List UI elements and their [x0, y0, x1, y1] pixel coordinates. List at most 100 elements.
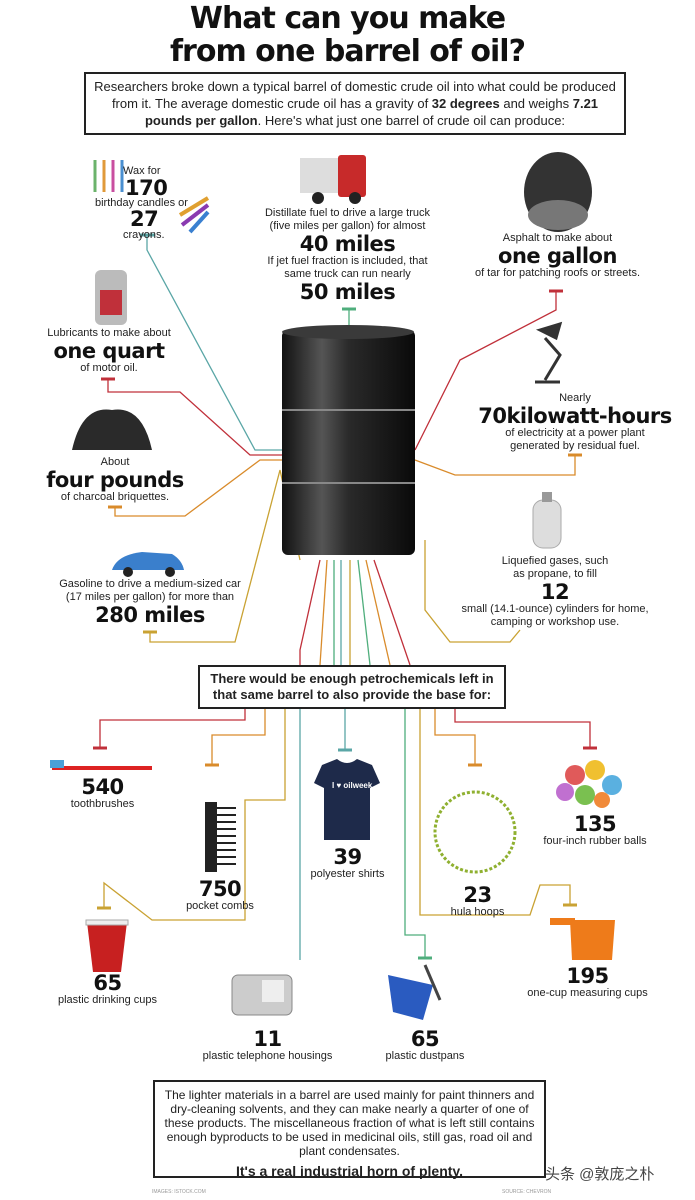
petro-telephones: 11 plastic telephone housings: [190, 1028, 345, 1063]
charcoal-icon: [72, 409, 152, 450]
line-charcoal: [114, 459, 285, 517]
line-asphalt: [414, 292, 557, 451]
credit-images: IMAGES: ISTOCK.COM: [152, 1189, 206, 1195]
electricity-amount: 70kilowatt-hours: [478, 404, 672, 428]
truck-miles: 40 miles: [299, 232, 396, 256]
propane-count: 12: [540, 580, 570, 604]
asphalt-use: of tar for patching roofs or streets.: [474, 267, 641, 279]
truck-jet-label: If jet fuel fraction is included, that s…: [267, 255, 428, 280]
line-cups: [103, 708, 286, 921]
petro-rubber-balls: 135 four-inch rubber balls: [530, 813, 660, 848]
label: plastic telephone housings: [202, 1050, 333, 1062]
measuring-cup-icon: [550, 918, 615, 960]
lubricant-amount: one quart: [53, 339, 165, 363]
line-dustpan: [404, 708, 426, 958]
lubricant-use: of motor oil.: [80, 362, 138, 374]
line-balls: [454, 708, 591, 748]
watermark: 头条 @敦庞之朴: [545, 1166, 655, 1183]
charcoal-label: About: [100, 456, 130, 468]
line-lubricant: [107, 380, 285, 456]
petro-combs: 750 pocket combs: [170, 878, 270, 913]
telephone-icon: [231, 974, 293, 1016]
truck-label: Distillate fuel to drive a large truck (…: [264, 207, 431, 232]
count: 65: [410, 1027, 440, 1051]
count: 135: [573, 812, 617, 836]
line-electricity: [414, 455, 576, 476]
count: 195: [566, 964, 609, 988]
title-line-2: from one barrel of oil?: [170, 34, 526, 69]
label: one-cup measuring cups: [527, 987, 648, 999]
propane-label: Liquefied gases, such as propane, to fil…: [501, 555, 609, 580]
footer-text: The lighter materials in a barrel are us…: [164, 1088, 535, 1158]
count: 23: [463, 883, 492, 907]
charcoal-block: About four pounds of charcoal briquettes…: [35, 456, 195, 504]
label: polyester shirts: [310, 868, 385, 880]
shirt-logo: I ♥ oilweek: [332, 781, 373, 790]
footer-box: The lighter materials in a barrel are us…: [153, 1080, 546, 1178]
gasoline-label: Gasoline to drive a medium-sized car (17…: [59, 578, 241, 603]
intro-box: Researchers broke down a typical barrel …: [84, 72, 626, 135]
page-title: What can you make from one barrel of oil…: [0, 2, 695, 68]
electricity-label: Nearly: [559, 392, 591, 404]
car-icon: [112, 552, 184, 577]
intro-text: . Here's what just one barrel of crude o…: [257, 113, 566, 128]
truck-icon: [300, 155, 366, 204]
electricity-block: Nearly 70kilowatt-hours of electricity a…: [470, 392, 680, 453]
petrochemicals-box: There would be enough petrochemicals lef…: [198, 665, 506, 709]
count: 540: [81, 775, 124, 799]
asphalt-label: Asphalt to make about: [502, 232, 613, 244]
asphalt-block: Asphalt to make about one gallon of tar …: [460, 232, 655, 280]
charcoal-amount: four pounds: [46, 468, 184, 492]
oil-barrel-icon: [282, 325, 415, 555]
intro-text: and weighs: [499, 96, 573, 111]
gasoline-miles: 280 miles: [95, 603, 205, 627]
count: 39: [333, 845, 362, 869]
petro-cups: 65 plastic drinking cups: [45, 972, 170, 1007]
petro-shirts: 39 polyester shirts: [295, 846, 400, 881]
charcoal-use: of charcoal briquettes.: [60, 491, 170, 503]
wax-candles-label: birthday candles or: [95, 197, 188, 209]
count: 65: [93, 971, 122, 995]
truck-jet-miles: 50 miles: [299, 280, 396, 304]
dustpan-icon: [388, 964, 442, 1020]
footer-tagline: It's a real industrial horn of plenty.: [235, 1163, 464, 1179]
label: plastic dustpans: [385, 1050, 465, 1062]
propane-use: small (14.1-ounce) cylinders for home, c…: [461, 603, 649, 628]
asphalt-amount: one gallon: [498, 244, 617, 268]
electricity-source: of electricity at a power plant generate…: [505, 427, 645, 452]
toothbrush-icon: [50, 760, 152, 770]
title-line-1: What can you make: [189, 1, 506, 36]
label: hula hoops: [450, 906, 505, 918]
truck-block: Distillate fuel to drive a large truck (…: [255, 207, 440, 303]
rubber-balls-icon: [556, 760, 622, 808]
label: four-inch rubber balls: [543, 835, 647, 847]
intro-text: Researchers broke down a typical barrel …: [94, 79, 616, 111]
lubricant-label: Lubricants to make about: [47, 327, 171, 339]
tshirt-icon: [314, 759, 380, 840]
intro-weight: 7.21 pounds per gallon: [144, 96, 599, 128]
red-cup-icon: [85, 919, 129, 972]
line-propane: [424, 540, 521, 643]
motor-oil-icon: [95, 270, 127, 325]
propane-block: Liquefied gases, such as propane, to fil…: [445, 555, 665, 629]
credit-source: SOURCE: CHEVRON: [502, 1189, 552, 1195]
comb-icon: [205, 802, 236, 872]
wax-label: Wax for: [123, 165, 161, 177]
crayons-icon: [178, 196, 210, 234]
gasoline-block: Gasoline to drive a medium-sized car (17…: [50, 578, 250, 626]
asphalt-icon: [524, 152, 592, 232]
petro-measuring-cups: 195 one-cup measuring cups: [520, 965, 655, 1000]
line-comb: [211, 708, 266, 765]
label: pocket combs: [186, 900, 254, 912]
petro-toothbrushes: 540 toothbrushes: [45, 776, 160, 811]
line-wax: [146, 235, 285, 451]
wax-candles-count: 170: [125, 176, 168, 200]
propane-tank-icon: [532, 492, 562, 549]
line-hula: [434, 708, 476, 765]
wax-crayons-count: 27: [130, 207, 159, 231]
label: plastic drinking cups: [57, 994, 158, 1006]
hula-hoop-icon: [433, 790, 517, 874]
wax-crayons-label: crayons.: [123, 229, 165, 241]
